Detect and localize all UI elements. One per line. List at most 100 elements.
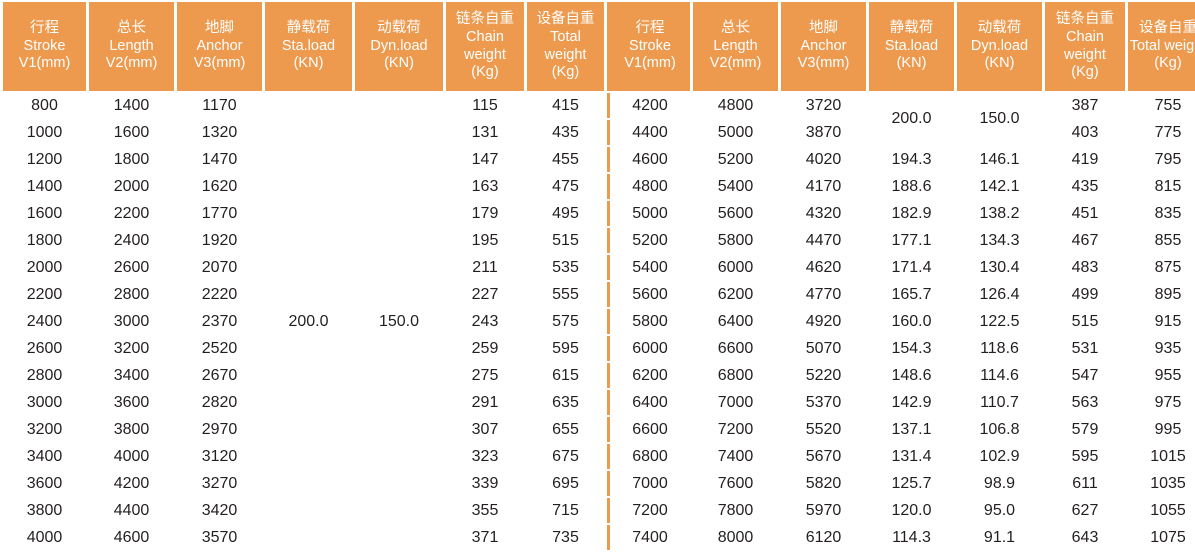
cell-total-weight-left: 455 — [527, 147, 604, 172]
cell-sta-load-right: 125.7 — [869, 471, 954, 496]
header-label-unit: (Kg) — [471, 64, 499, 81]
cell-total-weight-right: 895 — [1128, 282, 1195, 307]
cell-dyn-load-right: 102.9 — [957, 444, 1042, 469]
cell-anchor-right: 4020 — [781, 147, 866, 172]
cell-stroke-right: 6000 — [607, 336, 690, 361]
cell-dyn-load-right: 110.7 — [957, 390, 1042, 415]
cell-length-right: 4800 — [693, 93, 778, 118]
cell-stroke-left: 3800 — [3, 498, 86, 523]
cell-length-right: 6000 — [693, 255, 778, 280]
cell-chain-weight-left: 211 — [446, 255, 524, 280]
header-label-unit: (Kg) — [1071, 64, 1099, 81]
column-header-length-2: 总长 Length V2(mm) — [693, 2, 778, 91]
cell-total-weight-right: 955 — [1128, 363, 1195, 388]
header-row: 行程 Stroke V1(mm) 总长 Length V2(mm) 地脚 Anchor V3(m… — [3, 2, 1195, 91]
cell-total-weight-left: 675 — [527, 444, 604, 469]
cell-anchor-right: 5970 — [781, 498, 866, 523]
cell-length-right: 7200 — [693, 417, 778, 442]
cell-anchor-left: 2370 — [177, 309, 262, 334]
header-label-cn: 链条自重 — [1056, 10, 1114, 27]
cell-chain-weight-left: 323 — [446, 444, 524, 469]
cell-dyn-load-right: 106.8 — [957, 417, 1042, 442]
cell-anchor-left: 2670 — [177, 363, 262, 388]
cell-length-left: 1800 — [89, 147, 174, 172]
table-row: 1400 2000 1620 163 475 4800 5400 4170 188.6 142.1… — [3, 174, 1195, 199]
cell-anchor-right: 5820 — [781, 471, 866, 496]
table-row: 2000 2600 2070 211 535 5400 6000 4620 171.4 130.4… — [3, 255, 1195, 280]
cell-total-weight-left: 555 — [527, 282, 604, 307]
cell-stroke-right: 4800 — [607, 174, 690, 199]
cell-chain-weight-left: 179 — [446, 201, 524, 226]
column-header-chain-weight-2: 链条自重 Chain weight (Kg) — [1045, 2, 1125, 91]
cell-chain-weight-left: 339 — [446, 471, 524, 496]
header-label-unit: V3(mm) — [193, 55, 246, 72]
cell-chain-weight-right: 563 — [1045, 390, 1125, 415]
header-label-cn: 总长 — [117, 19, 146, 36]
cell-sta-load-right: 131.4 — [869, 444, 954, 469]
cell-total-weight-right: 975 — [1128, 390, 1195, 415]
table-header: 行程 Stroke V1(mm) 总长 Length V2(mm) 地脚 Anchor V3(m… — [3, 2, 1195, 91]
cell-dyn-load-right: 150.0 — [957, 93, 1042, 145]
cell-length-left: 2800 — [89, 282, 174, 307]
column-header-anchor-1: 地脚 Anchor V3(mm) — [177, 2, 262, 91]
table-row: 3400 4000 3120 323 675 6800 7400 5670 131.4 102.9… — [3, 444, 1195, 469]
cell-anchor-right: 5520 — [781, 417, 866, 442]
cell-stroke-right: 6400 — [607, 390, 690, 415]
cell-dyn-load-right: 114.6 — [957, 363, 1042, 388]
cell-chain-weight-left: 243 — [446, 309, 524, 334]
cell-chain-weight-right: 451 — [1045, 201, 1125, 226]
cell-anchor-right: 5220 — [781, 363, 866, 388]
column-header-anchor-2: 地脚 Anchor V3(mm) — [781, 2, 866, 91]
column-header-stroke-1: 行程 Stroke V1(mm) — [3, 2, 86, 91]
cell-anchor-right: 3720 — [781, 93, 866, 118]
cell-stroke-left: 1400 — [3, 174, 86, 199]
header-label-en: Dyn.load — [370, 37, 428, 54]
cell-length-left: 3200 — [89, 336, 174, 361]
column-header-dyn-load-1: 动载荷 Dyn.load (KN) — [355, 2, 443, 91]
cell-chain-weight-right: 627 — [1045, 498, 1125, 523]
cell-stroke-left: 3200 — [3, 417, 86, 442]
column-header-chain-weight-1: 链条自重 Chain weight (Kg) — [446, 2, 524, 91]
header-label-cn: 设备自重 — [536, 10, 595, 27]
cell-stroke-left: 1800 — [3, 228, 86, 253]
header-label-en: Total weight — [544, 28, 587, 63]
header-label-cn: 链条自重 — [456, 10, 514, 27]
cell-sta-load-right: 177.1 — [869, 228, 954, 253]
cell-length-right: 7400 — [693, 444, 778, 469]
cell-anchor-left: 3270 — [177, 471, 262, 496]
cell-total-weight-right: 755 — [1128, 93, 1195, 118]
cell-anchor-left: 2220 — [177, 282, 262, 307]
cell-length-right: 5800 — [693, 228, 778, 253]
header-label-en: Chain weight — [1064, 28, 1106, 63]
cell-anchor-right: 4770 — [781, 282, 866, 307]
cell-length-left: 3600 — [89, 390, 174, 415]
cell-chain-weight-right: 387 — [1045, 93, 1125, 118]
cell-total-weight-left: 515 — [527, 228, 604, 253]
cell-chain-weight-right: 515 — [1045, 309, 1125, 334]
cell-stroke-left: 1000 — [3, 120, 86, 145]
cell-total-weight-right: 995 — [1128, 417, 1195, 442]
cell-chain-weight-right: 531 — [1045, 336, 1125, 361]
cell-stroke-left: 2200 — [3, 282, 86, 307]
cell-dyn-load-left: 150.0 — [355, 93, 443, 550]
cell-anchor-left: 3420 — [177, 498, 262, 523]
header-label-en: Stroke — [23, 37, 66, 54]
cell-stroke-left: 3400 — [3, 444, 86, 469]
cell-total-weight-right: 875 — [1128, 255, 1195, 280]
cell-anchor-right: 4920 — [781, 309, 866, 334]
cell-chain-weight-left: 275 — [446, 363, 524, 388]
cell-length-left: 2400 — [89, 228, 174, 253]
cell-length-right: 7800 — [693, 498, 778, 523]
cell-stroke-right: 5200 — [607, 228, 690, 253]
cell-stroke-left: 3000 — [3, 390, 86, 415]
cell-anchor-left: 1920 — [177, 228, 262, 253]
cell-anchor-left: 1620 — [177, 174, 262, 199]
cell-stroke-right: 5400 — [607, 255, 690, 280]
cell-anchor-right: 3870 — [781, 120, 866, 145]
cell-sta-load-right: 194.3 — [869, 147, 954, 172]
cell-total-weight-left: 655 — [527, 417, 604, 442]
header-label-cn: 静载荷 — [286, 19, 331, 36]
column-header-sta-load-1: 静载荷 Sta.load (KN) — [265, 2, 352, 91]
